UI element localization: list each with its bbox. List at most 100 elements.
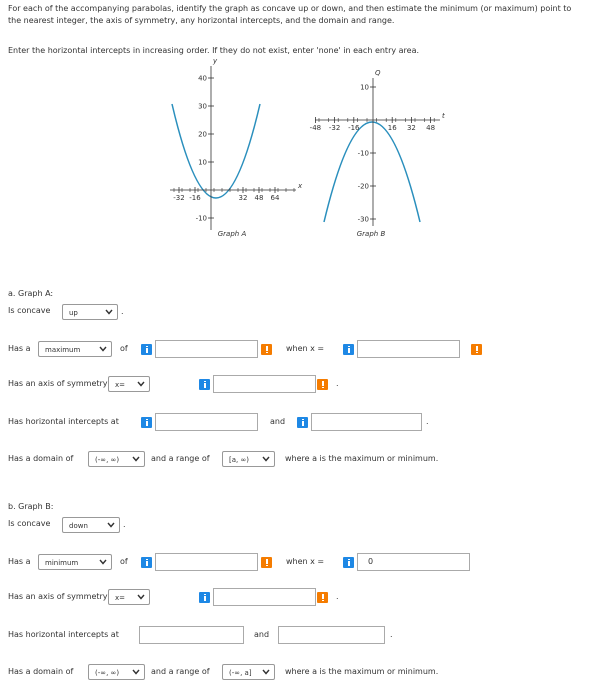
chevron (105, 309, 113, 315)
info-icon[interactable] (343, 556, 354, 568)
graph-caption: Graph A (218, 230, 247, 238)
x-tick-label: 32 (407, 124, 416, 132)
info-icon[interactable] (199, 591, 210, 603)
label: Has a domain of (8, 454, 74, 463)
info-icon[interactable] (199, 378, 210, 390)
label: and a range of (151, 667, 210, 676)
vertex-value-input[interactable] (155, 553, 258, 571)
instructions-note: Enter the horizontal intercepts in incre… (8, 46, 420, 55)
intercept-2-input[interactable] (278, 626, 385, 644)
label: Has a (8, 557, 31, 566)
label: Has a domain of (8, 667, 74, 676)
axis-select[interactable]: x= (108, 589, 150, 605)
label: Is concave (8, 519, 51, 528)
parabola-a (171, 103, 261, 199)
x-tick-label: 48 (426, 124, 435, 132)
x-tick-label: -16 (348, 124, 360, 132)
info-icon[interactable] (141, 556, 152, 568)
label: Is concave (8, 306, 51, 315)
y-tick-label: -30 (358, 216, 369, 224)
warning-icon[interactable] (261, 343, 272, 355)
label: Has a (8, 344, 31, 353)
x-tick-label: -48 (310, 124, 321, 132)
range-select[interactable]: (-∞, a] (222, 664, 275, 680)
warning-icon[interactable] (471, 343, 482, 355)
label: Has horizontal intercepts at (8, 417, 119, 426)
label: and a range of (151, 454, 210, 463)
punctuation: . (121, 307, 124, 316)
vertex-value-input[interactable] (155, 340, 258, 358)
label: Has an axis of symmetry of (8, 592, 118, 601)
x-tick-label: 64 (271, 194, 280, 202)
warning-icon[interactable] (261, 556, 272, 568)
extremum-select[interactable]: maximum (38, 341, 112, 357)
punctuation: . (426, 417, 429, 426)
graph-caption: Graph B (357, 230, 386, 238)
domain-select[interactable]: (-∞, ∞) (88, 664, 145, 680)
label: when x = (286, 557, 325, 566)
chevron (107, 522, 115, 528)
x-tick-label: -32 (173, 194, 184, 202)
y-tick-label: 40 (198, 75, 207, 83)
instructions: For each of the accompanying parabolas, … (8, 4, 572, 25)
intercept-1-input[interactable] (155, 413, 258, 431)
info-icon[interactable] (141, 416, 152, 428)
label: Has horizontal intercepts at (8, 630, 119, 639)
axis-input[interactable] (213, 588, 316, 606)
info-icon[interactable] (297, 416, 308, 428)
x-axis-label: x (297, 182, 303, 190)
chevron (137, 381, 145, 387)
y-axis-label: Q (375, 69, 381, 77)
x-tick-label: 48 (255, 194, 264, 202)
info-icon[interactable] (343, 343, 354, 355)
axis-input[interactable] (213, 375, 316, 393)
note: where a is the maximum or minimum. (285, 454, 439, 463)
y-axis-label: y (212, 57, 218, 65)
punctuation: . (336, 592, 339, 601)
y-tick-label: 20 (198, 131, 207, 139)
part-heading: b. Graph B: (8, 502, 54, 511)
y-tick-label: -10 (358, 150, 369, 158)
label: and (254, 630, 270, 639)
label: Has an axis of symmetry of (8, 379, 118, 388)
y-tick-label: 30 (198, 103, 207, 111)
concave-select[interactable]: down (62, 517, 120, 533)
punctuation: . (336, 379, 339, 388)
graphs: y x 40 30 20 10 -10 -32 -16 32 48 64 Graph A Qt 10 -10 -… (170, 57, 445, 238)
intercept-2-input[interactable] (311, 413, 422, 431)
warning-icon[interactable] (317, 591, 328, 603)
info-icon[interactable] (141, 343, 152, 355)
extremum-select[interactable]: minimum (38, 554, 112, 570)
y-tick-label: 10 (360, 84, 369, 92)
chevron (132, 669, 140, 675)
label: and (270, 417, 286, 426)
label: when x = (286, 344, 325, 353)
punctuation: . (123, 520, 126, 529)
chevron (99, 346, 107, 352)
x-tick-label: -32 (329, 124, 340, 132)
x-axis-label: t (442, 112, 445, 120)
label: of (120, 557, 128, 566)
vertex-x-input[interactable] (357, 340, 460, 358)
y-tick-label: -20 (358, 183, 369, 191)
x-tick-label: 32 (239, 194, 248, 202)
note: where a is the maximum or minimum. (285, 667, 439, 676)
chevron (132, 456, 140, 462)
x-tick-label: -16 (189, 194, 201, 202)
chevron (262, 669, 270, 675)
y-tick-label: 10 (198, 159, 207, 167)
vertex-x-input[interactable]: 0 (357, 553, 470, 571)
parabola-b (323, 121, 421, 223)
domain-select[interactable]: (-∞, ∞) (88, 451, 145, 467)
part-heading: a. Graph A: (8, 289, 54, 298)
punctuation: . (390, 630, 393, 639)
intercept-1-input[interactable] (139, 626, 244, 644)
range-select[interactable]: [a, ∞) (222, 451, 275, 467)
concave-select[interactable]: up (62, 304, 118, 320)
axis-select[interactable]: x= (108, 376, 150, 392)
warning-icon[interactable] (317, 378, 328, 390)
label: of (120, 344, 128, 353)
x-tick-label: 16 (388, 124, 397, 132)
chevron (99, 559, 107, 565)
